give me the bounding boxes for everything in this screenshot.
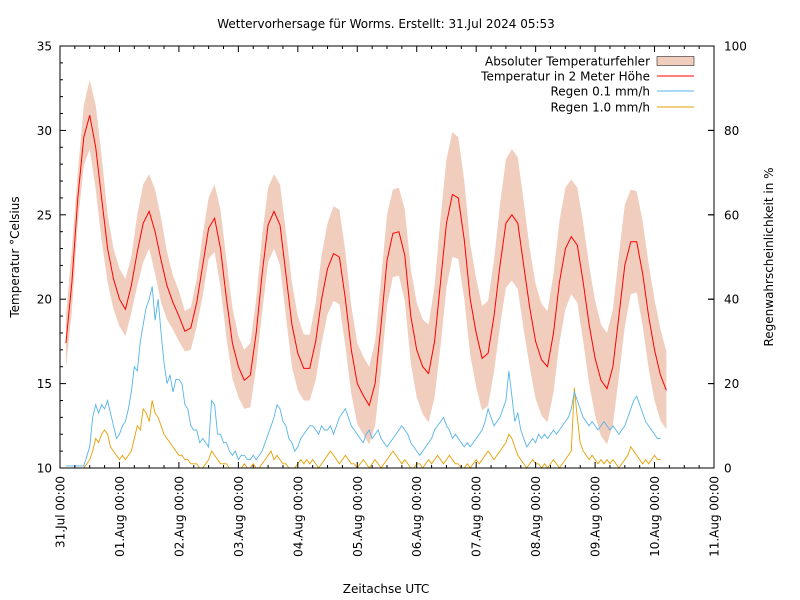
x-tick-label: 10.Aug 00:00 (648, 476, 662, 557)
x-tick-label: 01.Aug 00:00 (113, 476, 127, 557)
y-left-tick-label: 15 (37, 377, 52, 391)
y-axis-right: 0 20 40 60 80 100 (708, 40, 747, 476)
temperature-error-band (65, 79, 667, 445)
legend-label: Absoluter Temperaturfehler (485, 55, 650, 69)
x-tick-label: 04.Aug 00:00 (291, 476, 305, 557)
x-tick-label: 08.Aug 00:00 (529, 476, 543, 557)
x-axis-label: Zeitachse UTC (343, 582, 429, 596)
y-left-tick-label: 10 (37, 462, 52, 476)
x-axis: 31.Jul 00:00 01.Aug 00:00 02.Aug 00:00 03.A… (54, 46, 722, 557)
y-axis-right-label: Regenwahrscheinlichkeit in % (762, 167, 776, 346)
rain-01mm-line (65, 286, 661, 467)
y-axis-left: 10 15 20 25 30 35 (37, 40, 714, 476)
y-right-tick-label: 0 (724, 462, 732, 476)
x-tick-label: 07.Aug 00:00 (470, 476, 484, 557)
legend-label: Regen 1.0 mm/h (550, 101, 650, 115)
x-tick-label: 06.Aug 00:00 (410, 476, 424, 557)
y-right-tick-label: 20 (724, 377, 739, 391)
x-tick-label: 05.Aug 00:00 (351, 476, 365, 557)
legend-label: Regen 0.1 mm/h (550, 85, 650, 99)
temperature-line (65, 115, 667, 407)
y-axis-left-label: Temperatur °Celsius (8, 196, 22, 318)
legend-swatch-band (656, 56, 695, 66)
y-right-tick-label: 100 (724, 40, 747, 54)
x-tick-label: 02.Aug 00:00 (172, 476, 186, 557)
legend-label: Temperatur in 2 Meter Höhe (480, 70, 650, 84)
x-tick-label: 31.Jul 00:00 (54, 476, 68, 548)
error-band-layer (65, 79, 667, 445)
y-left-tick-label: 35 (37, 40, 52, 54)
x-tick-label: 03.Aug 00:00 (232, 476, 246, 557)
y-right-tick-label: 80 (724, 124, 739, 138)
chart-title: Wettervorhersage für Worms. Erstellt: 31… (217, 17, 555, 31)
y-right-tick-label: 60 (724, 208, 739, 222)
y-left-tick-label: 25 (37, 208, 52, 222)
y-right-tick-label: 40 (724, 293, 739, 307)
x-tick-label: 11.Aug 00:00 (708, 476, 722, 557)
y-left-tick-label: 20 (37, 293, 52, 307)
x-tick-label: 09.Aug 00:00 (589, 476, 603, 557)
y-left-tick-label: 30 (37, 124, 52, 138)
